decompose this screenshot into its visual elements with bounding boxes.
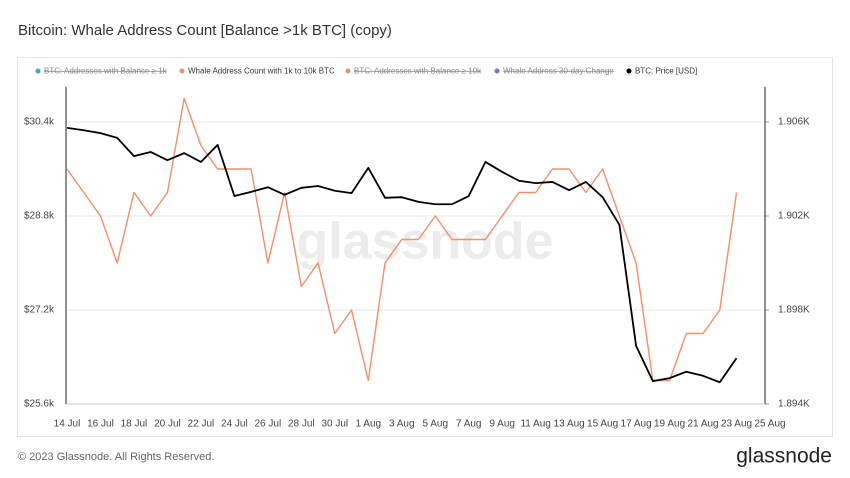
x-tick-label: 26 Jul	[255, 419, 282, 430]
x-tick-label: 3 Aug	[389, 419, 415, 430]
x-tick-label: 14 Jul	[54, 419, 81, 430]
legend-label[interactable]: BTC: Price [USD]	[635, 67, 697, 76]
x-tick-label: 21 Aug	[687, 419, 718, 430]
legend-marker[interactable]	[345, 68, 351, 74]
series-line	[66, 126, 738, 384]
legend-marker[interactable]	[494, 68, 500, 74]
y2-tick-label: 1.898K	[778, 305, 810, 316]
x-tick-label: 22 Jul	[188, 419, 215, 430]
y2-tick-label: 1.902K	[778, 211, 810, 222]
x-tick-label: 16 Jul	[87, 419, 114, 430]
x-tick-label: 25 Aug	[754, 419, 785, 430]
legend-marker[interactable]	[179, 68, 185, 74]
y2-tick-label: 1.906K	[778, 117, 810, 128]
x-tick-label: 18 Jul	[121, 419, 148, 430]
y-tick-label: $28.8k	[24, 211, 55, 222]
y-tick-label: $25.6k	[24, 399, 55, 410]
x-tick-label: 5 Aug	[422, 419, 448, 430]
x-tick-label: 17 Aug	[621, 419, 652, 430]
logo: glassnode	[736, 445, 832, 468]
x-tick-label: 1 Aug	[355, 419, 381, 430]
watermark: glassnode	[296, 213, 553, 271]
x-tick-label: 11 Aug	[520, 419, 550, 430]
series-line	[66, 97, 738, 382]
x-tick-label: 19 Aug	[654, 419, 685, 430]
chart-frame	[17, 57, 833, 437]
x-tick-label: 24 Jul	[221, 419, 248, 430]
legend-marker[interactable]	[35, 68, 41, 74]
legend-marker[interactable]	[626, 68, 632, 74]
x-tick-label: 23 Aug	[721, 419, 752, 430]
chart-title: Bitcoin: Whale Address Count [Balance >1…	[18, 22, 392, 39]
x-tick-label: 28 Jul	[288, 419, 315, 430]
legend-label[interactable]: BTC: Addresses with Balance ≥ 10k	[354, 67, 482, 76]
legend-label[interactable]: BTC: Addresses with Balance ≥ 1k	[44, 67, 168, 76]
legend-label[interactable]: Whale Address 30-day Change	[503, 67, 614, 76]
y-tick-label: $27.2k	[24, 305, 55, 316]
y-tick-label: $30.4k	[24, 117, 55, 128]
footer: © 2023 Glassnode. All Rights Reserved.	[18, 451, 214, 463]
legend-label[interactable]: Whale Address Count with 1k to 10k BTC	[188, 67, 335, 76]
x-tick-label: 7 Aug	[456, 419, 482, 430]
x-tick-label: 20 Jul	[154, 419, 181, 430]
y2-tick-label: 1.894K	[778, 399, 810, 410]
x-tick-label: 9 Aug	[489, 419, 515, 430]
x-tick-label: 15 Aug	[587, 419, 618, 430]
x-tick-label: 13 Aug	[554, 419, 585, 430]
x-tick-label: 30 Jul	[321, 419, 348, 430]
